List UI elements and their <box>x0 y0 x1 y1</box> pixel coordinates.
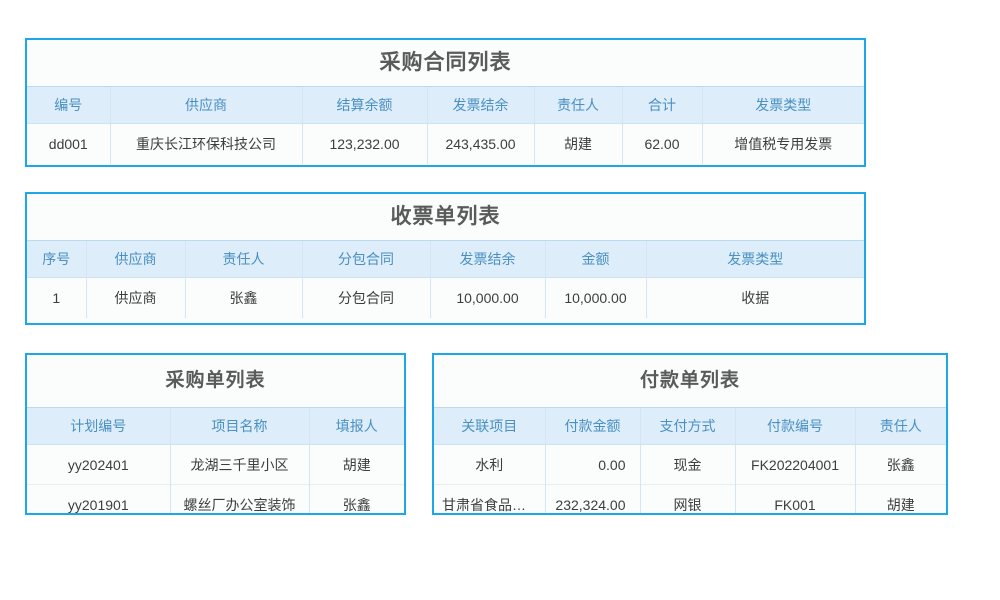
cell-fenbaohetong: 分包合同 <box>301 277 430 318</box>
column-header-gongyingshang[interactable]: 供应商 <box>85 240 185 278</box>
panel-title-purchase-contract: 采购合同列表 <box>27 40 864 86</box>
cell-fapiaojieyu: 10,000.00 <box>429 277 545 318</box>
cell-gongyingshang: 供应商 <box>85 277 185 318</box>
table-row[interactable]: dd001 重庆长江环保科技公司 123,232.00 243,435.00 胡… <box>27 123 864 164</box>
column-header-xiangmumingcheng[interactable]: 项目名称 <box>169 407 309 445</box>
cell-xiangmumingcheng: 螺丝厂办公室装饰 <box>169 484 309 513</box>
table-row[interactable]: yy202401 龙湖三千里小区 胡建 <box>27 444 404 485</box>
column-header-tianbaoren[interactable]: 填报人 <box>308 407 404 445</box>
cell-zerenren: 张鑫 <box>854 444 946 485</box>
column-header-jine[interactable]: 金额 <box>544 240 646 278</box>
cell-fukuanbianhao: FK001 <box>734 484 855 513</box>
column-header-fapiaoleixing[interactable]: 发票类型 <box>701 86 864 124</box>
cell-fukuanjine: 232,324.00 <box>544 484 640 513</box>
cell-zhifufangshi: 现金 <box>639 444 735 485</box>
cell-xuhao: 1 <box>27 277 86 318</box>
table-purchase-order: 计划编号 项目名称 填报人 yy202401 龙湖三千里小区 胡建 yy2019… <box>27 407 404 513</box>
panel-title-receipt-invoice: 收票单列表 <box>27 194 864 240</box>
cell-jiesuanyue: 123,232.00 <box>301 123 427 164</box>
panel-title-purchase-order: 采购单列表 <box>27 355 404 407</box>
cell-guanlianxiangmu: 水利 <box>434 444 545 485</box>
table-row[interactable]: 水利 0.00 现金 FK202204001 张鑫 <box>434 444 946 485</box>
table-row[interactable]: 1 供应商 张鑫 分包合同 10,000.00 10,000.00 收据 <box>27 277 864 318</box>
table-receipt-invoice: 序号 供应商 责任人 分包合同 发票结余 金额 发票类型 1 供应商 张鑫 分包… <box>27 240 864 318</box>
panel-title-payment-order: 付款单列表 <box>434 355 946 407</box>
panel-payment-order: 付款单列表 关联项目 付款金额 支付方式 付款编号 责任人 水利 0.00 <box>432 353 948 515</box>
column-header-zerenren[interactable]: 责任人 <box>854 407 946 445</box>
cell-zhifufangshi: 网银 <box>639 484 735 513</box>
cell-jihuabianhao: yy202401 <box>27 444 170 485</box>
cell-tianbaoren: 张鑫 <box>308 484 404 513</box>
table-header-row: 关联项目 付款金额 支付方式 付款编号 责任人 <box>434 407 946 445</box>
cell-jihuabianhao: yy201901 <box>27 484 170 513</box>
cell-xiangmumingcheng: 龙湖三千里小区 <box>169 444 309 485</box>
table-header-row: 序号 供应商 责任人 分包合同 发票结余 金额 发票类型 <box>27 240 864 278</box>
column-header-fapiaojieyu[interactable]: 发票结余 <box>429 240 545 278</box>
cell-fapiaoleixing: 增值税专用发票 <box>701 123 864 164</box>
table-row[interactable]: 甘肃省食品药... 232,324.00 网银 FK001 胡建 <box>434 484 946 513</box>
cell-fapiaoleixing: 收据 <box>645 277 864 318</box>
cell-gongyingshang: 重庆长江环保科技公司 <box>109 123 302 164</box>
cell-jine: 10,000.00 <box>544 277 646 318</box>
column-header-zerenren[interactable]: 责任人 <box>533 86 622 124</box>
column-header-fukuanbianhao[interactable]: 付款编号 <box>734 407 855 445</box>
column-header-bianhao[interactable]: 编号 <box>27 86 110 124</box>
column-header-fapiaoleixing[interactable]: 发票类型 <box>645 240 864 278</box>
column-header-guanlianxiangmu[interactable]: 关联项目 <box>434 407 545 445</box>
cell-fukuanbianhao: FK202204001 <box>734 444 855 485</box>
cell-tianbaoren: 胡建 <box>308 444 404 485</box>
column-header-fukuanjine[interactable]: 付款金额 <box>544 407 640 445</box>
panel-purchase-order: 采购单列表 计划编号 项目名称 填报人 yy202401 龙湖三千里小区 胡建 <box>25 353 406 515</box>
cell-zerenren: 张鑫 <box>184 277 302 318</box>
column-header-heji[interactable]: 合计 <box>621 86 702 124</box>
table-header-row: 编号 供应商 结算余额 发票结余 责任人 合计 发票类型 <box>27 86 864 124</box>
table-purchase-contract: 编号 供应商 结算余额 发票结余 责任人 合计 发票类型 dd001 重庆长江环… <box>27 86 864 164</box>
cell-heji: 62.00 <box>621 123 702 164</box>
column-header-jihuabianhao[interactable]: 计划编号 <box>27 407 170 445</box>
cell-fapiaojieyu: 243,435.00 <box>426 123 534 164</box>
column-header-fapiaojieyu[interactable]: 发票结余 <box>426 86 534 124</box>
cell-zerenren: 胡建 <box>854 484 946 513</box>
cell-bianhao: dd001 <box>27 123 110 164</box>
column-header-jiesuanyue[interactable]: 结算余额 <box>301 86 427 124</box>
cell-fukuanjine: 0.00 <box>544 444 640 485</box>
column-header-gongyingshang[interactable]: 供应商 <box>109 86 302 124</box>
panel-purchase-contract: 采购合同列表 编号 供应商 结算余额 发票结余 责任人 合计 发票类型 <box>25 38 866 167</box>
column-header-zerenren[interactable]: 责任人 <box>184 240 302 278</box>
column-header-zhifufangshi[interactable]: 支付方式 <box>639 407 735 445</box>
cell-zerenren: 胡建 <box>533 123 622 164</box>
panel-receipt-invoice: 收票单列表 序号 供应商 责任人 分包合同 发票结余 金额 发票类型 <box>25 192 866 325</box>
column-header-fenbaohetong[interactable]: 分包合同 <box>301 240 430 278</box>
table-header-row: 计划编号 项目名称 填报人 <box>27 407 404 445</box>
column-header-xuhao[interactable]: 序号 <box>27 240 86 278</box>
table-payment-order: 关联项目 付款金额 支付方式 付款编号 责任人 水利 0.00 现金 FK202… <box>434 407 946 513</box>
cell-guanlianxiangmu: 甘肃省食品药... <box>434 484 545 513</box>
table-row[interactable]: yy201901 螺丝厂办公室装饰 张鑫 <box>27 484 404 513</box>
